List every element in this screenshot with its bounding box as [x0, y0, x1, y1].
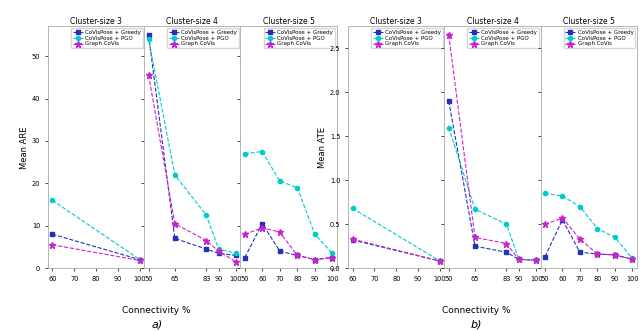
- Line: CoVisPose + PGO: CoVisPose + PGO: [147, 37, 238, 255]
- Legend: CoVisPose + Greedy, CoVisPose + PGO, Graph CoVis: CoVisPose + Greedy, CoVisPose + PGO, Gra…: [71, 28, 143, 48]
- Graph CoVis: [145, 73, 152, 77]
- CoVisPose + Greedy: [202, 247, 210, 251]
- CoVisPose + Greedy: [276, 249, 284, 253]
- Graph CoVis: [293, 254, 301, 258]
- CoVisPose + Greedy: [541, 255, 549, 259]
- CoVisPose + Greedy: [214, 251, 222, 255]
- Graph CoVis: [241, 232, 248, 236]
- Graph CoVis: [311, 258, 319, 261]
- Legend: CoVisPose + Greedy, CoVisPose + PGO, Graph CoVis: CoVisPose + Greedy, CoVisPose + PGO, Gra…: [564, 28, 635, 48]
- CoVisPose + Greedy: [559, 218, 566, 222]
- Line: Graph CoVis: Graph CoVis: [145, 72, 239, 265]
- Line: Graph CoVis: Graph CoVis: [241, 224, 336, 263]
- Graph CoVis: [171, 222, 179, 226]
- CoVisPose + PGO: [214, 247, 222, 251]
- Line: CoVisPose + PGO: CoVisPose + PGO: [447, 125, 538, 262]
- Graph CoVis: [276, 230, 284, 234]
- CoVisPose + PGO: [541, 191, 549, 195]
- CoVisPose + PGO: [311, 232, 319, 236]
- Graph CoVis: [532, 258, 540, 262]
- Graph CoVis: [594, 252, 602, 256]
- CoVisPose + Greedy: [445, 99, 452, 103]
- Graph CoVis: [202, 239, 210, 243]
- CoVisPose + Greedy: [502, 250, 510, 254]
- CoVisPose + PGO: [171, 173, 179, 177]
- CoVisPose + Greedy: [515, 257, 523, 261]
- Graph CoVis: [502, 242, 510, 246]
- Graph CoVis: [541, 222, 549, 226]
- CoVisPose + PGO: [202, 213, 210, 217]
- Title: Cluster-size 5: Cluster-size 5: [563, 17, 614, 26]
- CoVisPose + PGO: [471, 207, 479, 211]
- CoVisPose + PGO: [515, 257, 523, 261]
- CoVisPose + PGO: [293, 186, 301, 190]
- Graph CoVis: [445, 33, 452, 37]
- Graph CoVis: [576, 237, 584, 241]
- Graph CoVis: [611, 253, 619, 257]
- Line: CoVisPose + Greedy: CoVisPose + Greedy: [243, 221, 334, 262]
- Legend: CoVisPose + Greedy, CoVisPose + PGO, Graph CoVis: CoVisPose + Greedy, CoVisPose + PGO, Gra…: [467, 28, 539, 48]
- Line: CoVisPose + PGO: CoVisPose + PGO: [243, 150, 334, 255]
- Legend: CoVisPose + Greedy, CoVisPose + PGO, Graph CoVis: CoVisPose + Greedy, CoVisPose + PGO, Gra…: [167, 28, 239, 48]
- Graph CoVis: [328, 256, 336, 260]
- Title: Cluster-size 3: Cluster-size 3: [70, 17, 122, 26]
- Text: Connectivity %: Connectivity %: [442, 306, 511, 315]
- CoVisPose + PGO: [232, 251, 240, 255]
- Text: b): b): [471, 320, 483, 330]
- Y-axis label: Mean ATE: Mean ATE: [318, 127, 327, 168]
- Title: Cluster-size 5: Cluster-size 5: [262, 17, 314, 26]
- Title: Cluster-size 4: Cluster-size 4: [467, 17, 518, 26]
- CoVisPose + PGO: [576, 205, 584, 209]
- Legend: CoVisPose + Greedy, CoVisPose + PGO, Graph CoVis: CoVisPose + Greedy, CoVisPose + PGO, Gra…: [264, 28, 335, 48]
- Title: Cluster-size 4: Cluster-size 4: [166, 17, 218, 26]
- CoVisPose + Greedy: [259, 222, 266, 226]
- CoVisPose + PGO: [259, 150, 266, 154]
- Graph CoVis: [259, 226, 266, 230]
- CoVisPose + PGO: [611, 235, 619, 239]
- Line: CoVisPose + Greedy: CoVisPose + Greedy: [447, 99, 538, 262]
- CoVisPose + Greedy: [471, 244, 479, 248]
- CoVisPose + Greedy: [576, 250, 584, 254]
- CoVisPose + PGO: [532, 258, 540, 262]
- CoVisPose + Greedy: [145, 33, 152, 37]
- CoVisPose + PGO: [328, 251, 336, 255]
- CoVisPose + Greedy: [293, 254, 301, 258]
- CoVisPose + Greedy: [328, 256, 336, 260]
- CoVisPose + PGO: [241, 152, 248, 156]
- CoVisPose + Greedy: [594, 252, 602, 256]
- Text: a): a): [151, 320, 163, 330]
- CoVisPose + PGO: [445, 125, 452, 129]
- Legend: CoVisPose + Greedy, CoVisPose + PGO, Graph CoVis: CoVisPose + Greedy, CoVisPose + PGO, Gra…: [371, 28, 443, 48]
- CoVisPose + Greedy: [241, 256, 248, 260]
- Line: Graph CoVis: Graph CoVis: [541, 214, 636, 263]
- Line: CoVisPose + PGO: CoVisPose + PGO: [543, 191, 634, 260]
- Graph CoVis: [559, 216, 566, 220]
- CoVisPose + PGO: [276, 179, 284, 183]
- CoVisPose + Greedy: [171, 236, 179, 240]
- CoVisPose + Greedy: [311, 258, 319, 261]
- Line: CoVisPose + Greedy: CoVisPose + Greedy: [543, 218, 634, 261]
- CoVisPose + PGO: [594, 227, 602, 231]
- Title: Cluster-size 3: Cluster-size 3: [371, 17, 422, 26]
- Graph CoVis: [628, 257, 636, 261]
- CoVisPose + PGO: [628, 257, 636, 260]
- Text: Connectivity %: Connectivity %: [122, 306, 191, 315]
- CoVisPose + Greedy: [611, 253, 619, 257]
- CoVisPose + PGO: [502, 222, 510, 226]
- CoVisPose + Greedy: [532, 258, 540, 262]
- CoVisPose + Greedy: [628, 257, 636, 261]
- Line: Graph CoVis: Graph CoVis: [445, 32, 540, 264]
- Graph CoVis: [214, 249, 222, 253]
- Graph CoVis: [471, 235, 479, 239]
- CoVisPose + PGO: [145, 37, 152, 41]
- Line: CoVisPose + Greedy: CoVisPose + Greedy: [147, 33, 238, 258]
- CoVisPose + Greedy: [232, 254, 240, 258]
- Graph CoVis: [515, 257, 523, 261]
- Y-axis label: Mean ARE: Mean ARE: [20, 126, 29, 168]
- Graph CoVis: [232, 260, 240, 264]
- CoVisPose + PGO: [559, 194, 566, 198]
